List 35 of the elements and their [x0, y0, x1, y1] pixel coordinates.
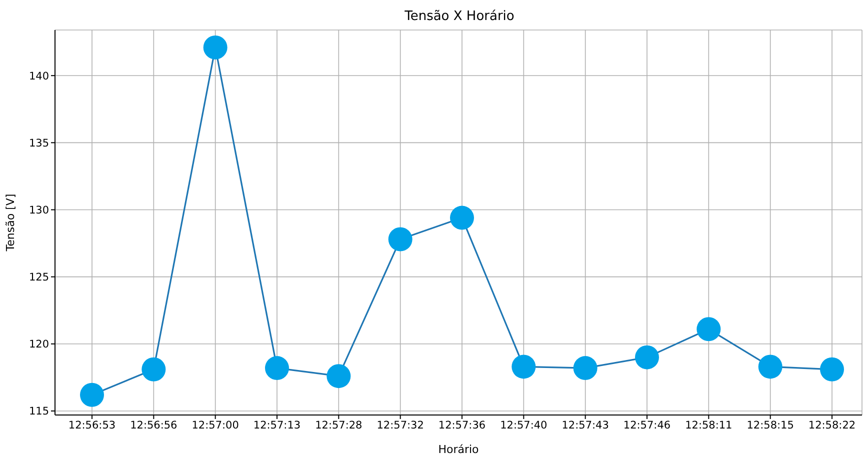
x-tick-label: 12:57:40 — [500, 419, 548, 432]
y-tick-label: 130 — [28, 204, 49, 216]
x-tick-label: 12:56:56 — [130, 419, 178, 432]
point — [512, 354, 536, 379]
point — [203, 35, 228, 60]
x-tick-label: 12:57:32 — [376, 419, 424, 432]
x-tick-label: 12:57:28 — [315, 419, 362, 432]
point — [573, 356, 598, 380]
x-axis-title: Horário — [438, 443, 480, 456]
point — [450, 206, 474, 230]
point — [388, 227, 412, 252]
x-tick-label: 12:58:11 — [685, 419, 732, 432]
x-tick-label: 12:57:43 — [562, 419, 609, 432]
point — [820, 357, 844, 382]
x-tick-label: 12:57:00 — [192, 419, 239, 432]
y-tick-label: 120 — [28, 338, 49, 351]
point — [758, 354, 782, 379]
chart-title: Tensão X Horário — [404, 9, 516, 24]
x-tick-label: 12:58:15 — [746, 419, 794, 432]
point — [635, 345, 659, 370]
point — [142, 357, 166, 382]
point — [265, 356, 289, 380]
x-tick-label: 12:57:13 — [253, 419, 301, 432]
x-tick-label: 12:57:46 — [623, 419, 671, 432]
y-axis-title: Tensão [V] — [4, 194, 17, 252]
point — [326, 364, 351, 388]
y-tick-label: 140 — [28, 70, 49, 82]
x-tick-label: 12:56:53 — [68, 419, 116, 432]
x-tick-label: 12:58:22 — [808, 419, 856, 432]
point — [80, 382, 104, 407]
y-tick-label: 135 — [28, 137, 49, 150]
y-tick-label: 115 — [28, 406, 49, 418]
y-tick-label: 125 — [28, 272, 49, 284]
x-tick-label: 12:57:36 — [438, 419, 486, 432]
point — [696, 317, 721, 342]
